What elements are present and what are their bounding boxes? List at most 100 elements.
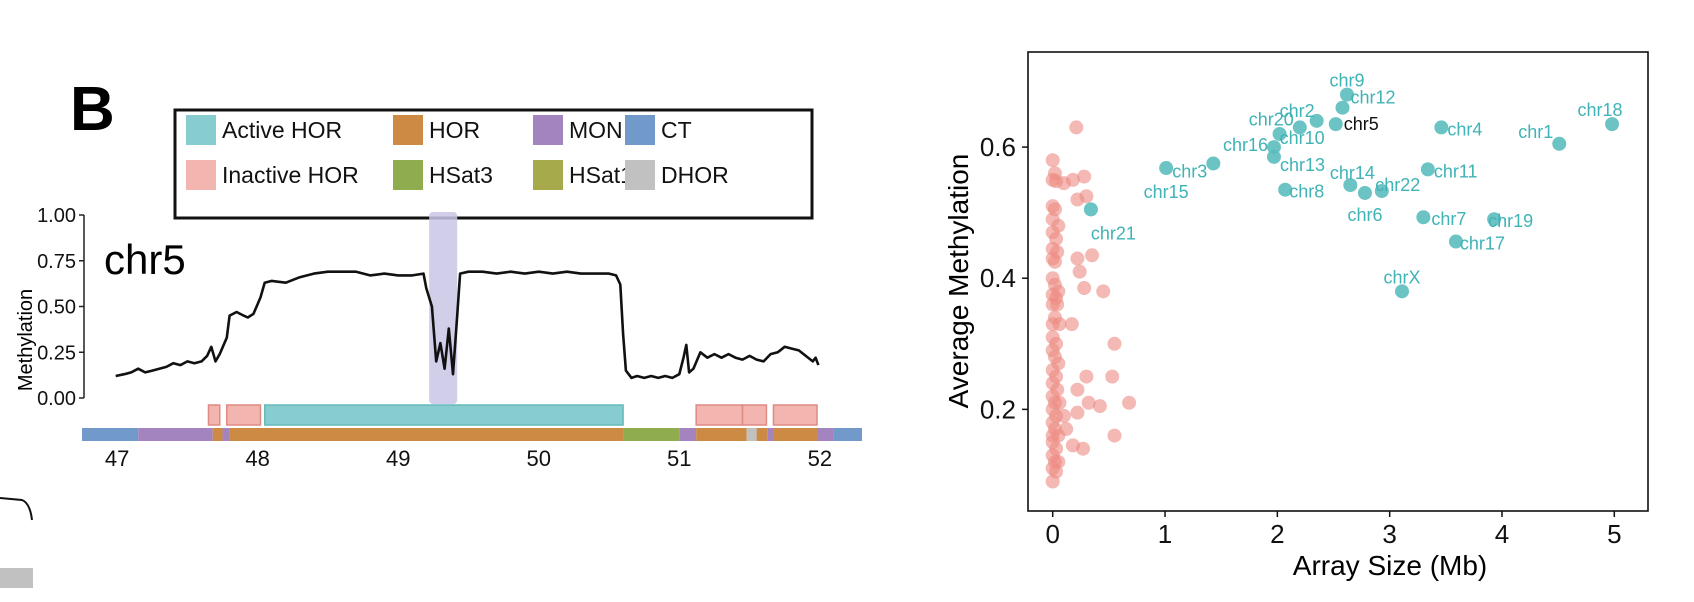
inactive-hor-point [1072,264,1087,279]
active-hor-point-chr19 [1487,212,1502,227]
left-y-tick-label: 0.75 [37,251,76,273]
left-x-tick-label: 48 [245,446,269,471]
legend: Active HOR HOR MON CT Inactive HOR HSat3 HSat1… [173,108,814,220]
active-hor-point-chr9 [1339,87,1354,102]
inactive-hor-point [1052,317,1067,332]
active-hor-point-chr13 [1266,149,1281,164]
inactive-hor-point [1079,369,1094,384]
inactive-hor-point [1107,428,1122,443]
point-label-chr14: chr14 [1330,163,1375,183]
point-label-chr18: chr18 [1578,100,1623,120]
point-label-chr6: chr6 [1347,205,1382,225]
active-hor-point-chr2 [1309,113,1324,128]
right-y-tick-label: 0.6 [980,132,1016,162]
active-hor-point-chr12 [1335,100,1350,115]
legend-swatch-active-hor [186,115,216,145]
right-x-tick-label: 2 [1270,519,1284,549]
inactive-hor-point [1070,382,1085,397]
left-y-tick-label: 0.00 [37,388,76,410]
left-y-tick-label: 0.50 [37,297,76,319]
point-label-chr7: chr7 [1431,209,1466,229]
repeat-class-segment-dhor [746,428,757,441]
legend-swatch-mon [533,115,563,145]
legend-swatch-hor [393,115,423,145]
legend-swatch-hsat1 [533,160,563,190]
inactive-hor-point [1069,120,1084,135]
active-hor-point-chr5 [1328,117,1343,132]
panel-label: B [70,75,115,144]
active-hor-point-chr15 [1159,161,1174,176]
legend-swatch-hsat3 [393,160,423,190]
point-label-chr12: chr12 [1350,88,1395,108]
point-label-chr9: chr9 [1329,71,1364,91]
repeat-class-segment-hsat3 [623,428,680,441]
legend-swatch-ct [625,115,655,145]
active-hor-point-chr21 [1083,202,1098,217]
left-x-tick-label: 50 [527,446,551,471]
legend-label-hor: HOR [429,117,480,143]
point-label-chr4: chr4 [1447,119,1482,139]
repeat-class-segment-mon [222,428,230,441]
inactive-hor-point [1107,336,1122,351]
point-label-chr21: chr21 [1091,223,1136,243]
inactive-hor-point [1076,441,1091,456]
legend-label-mon: MON [569,117,623,143]
left-x-tick-label: 47 [105,446,129,471]
inactive-hor-point [1050,297,1065,312]
active-hor-point-chr8 [1278,182,1293,197]
legend-label-dhor: DHOR [661,162,729,188]
active-hor-point-chr22 [1374,184,1389,199]
left-x-tick-label: 51 [667,446,691,471]
active-hor-point-chr18 [1605,117,1620,132]
inactive-hor-point [1070,192,1085,207]
hor-activity-segment-inactive-hor [207,404,221,426]
right-plot-frame [1027,51,1649,512]
active-hor-point-chrX [1395,284,1410,299]
repeat-class-segment-mon [817,428,834,441]
inactive-hor-point [1077,169,1092,184]
hor-activity-segment-inactive-hor [741,404,768,426]
methylation-line [115,270,820,380]
point-label-chr3: chr3 [1172,161,1207,181]
active-hor-point-chr16 [1266,140,1281,155]
methylation-track-chart: 0.00 0.25 0.50 0.75 1.00 chr5 Methylation 47… [15,205,862,471]
right-y-tick-label: 0.4 [980,263,1016,293]
inactive-hor-point [1056,408,1071,423]
point-label-chr13: chr13 [1280,155,1325,175]
point-label-chr16: chr16 [1223,135,1268,155]
legend-swatch-dhor [625,160,655,190]
inactive-hor-point [1045,153,1060,168]
left-y-tick-label: 1.00 [37,205,76,227]
left-chart-title: chr5 [104,236,186,283]
hor-activity-segment-inactive-hor [695,404,744,426]
legend-frame [173,108,814,220]
active-hor-point-chr14 [1343,178,1358,193]
repeat-class-segment-ct [82,428,139,441]
repeat-class-segment-ct [833,428,862,441]
legend-label-hsat1: HSat1 [569,162,633,188]
point-label-chrX: chrX [1384,267,1421,287]
left-y-tick-label: 0.25 [37,342,76,364]
point-label-chr11: chr11 [1434,161,1478,181]
active-hor-point-chr4 [1434,120,1449,135]
point-label-chr10: chr10 [1280,128,1325,148]
point-label-chr2: chr2 [1280,101,1315,121]
point-label-chr8: chr8 [1289,182,1324,202]
point-label-chr17: chr17 [1460,234,1505,254]
inactive-hor-point [1064,317,1079,332]
inactive-hor-point [1092,399,1107,414]
repeat-class-segment-hor [773,428,818,441]
right-x-tick-label: 1 [1158,519,1172,549]
repeat-class-segment-hor [212,428,223,441]
point-label-chr15: chr15 [1144,182,1189,202]
left-x-tick-label: 52 [808,446,832,471]
repeat-class-segment-hor [229,428,624,441]
legend-label-ct: CT [661,117,692,143]
hor-activity-segment-inactive-hor [226,404,262,426]
active-hor-point-chr6 [1357,185,1372,200]
right-x-tick-label: 5 [1607,519,1621,549]
inactive-hor-point [1105,369,1120,384]
repeat-class-segment-hor [756,428,768,441]
right-y-axis-label: Average Methylation [943,154,974,409]
